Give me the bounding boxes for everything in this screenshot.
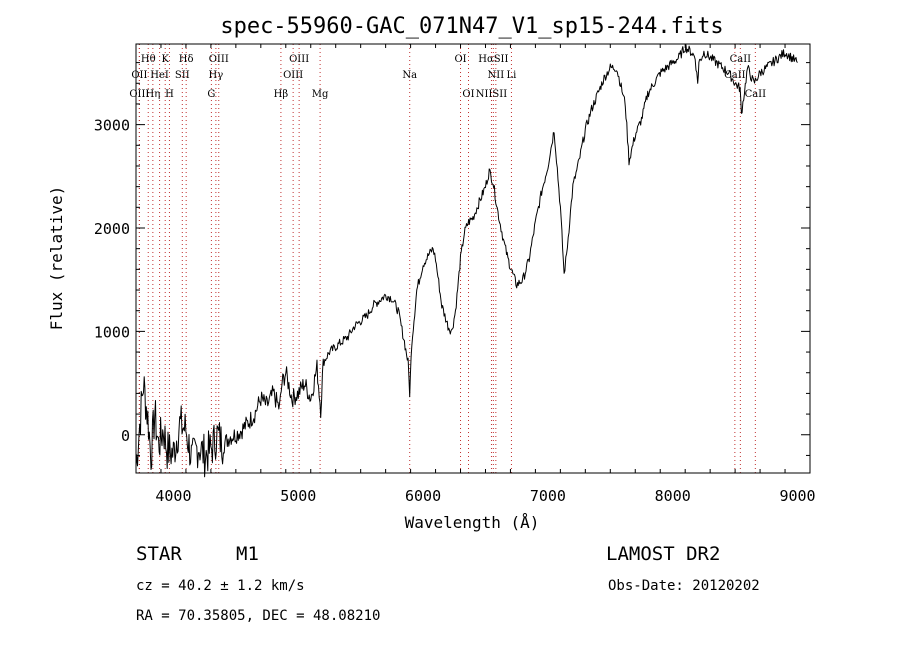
object-subclass: M1: [236, 543, 259, 565]
spectral-line-label: G: [207, 89, 215, 100]
y-axis: 0 1000 2000 3000: [94, 62, 810, 456]
spectral-line-label: OI: [462, 89, 474, 100]
spectral-line-label: Hδ: [179, 54, 194, 65]
spectral-line-label: OIII: [283, 70, 303, 81]
spectral-line-label: CaII: [730, 54, 752, 65]
spectral-line-markers: [138, 44, 756, 473]
spectral-line-label: NII: [488, 70, 505, 81]
x-tick-label: 6000: [405, 487, 441, 505]
info-block: STAR M1 cz = 40.2 ± 1.2 km/s RA = 70.358…: [136, 543, 760, 624]
spectral-line-label: Hγ: [209, 70, 224, 81]
spectral-line-label: OIII: [209, 54, 229, 65]
x-tick-label: 8000: [655, 487, 691, 505]
spectral-line-labels: Hθ K Hδ OIII OIII OI HαSII CaII OII HeI SII Hγ OIII N…: [129, 54, 766, 100]
spectral-line-label: Hβ: [274, 89, 289, 100]
x-axis: 4000 5000 6000 7000 8000 9000: [135, 44, 816, 505]
chart-title: spec-55960-GAC_071N47_V1_sp15-244.fits: [220, 14, 723, 39]
spectral-line-label: Hη: [145, 89, 160, 100]
observation-date: Obs-Date: 20120202: [608, 578, 760, 594]
spectral-line-label: HeI: [150, 70, 169, 81]
spectral-line-label: Mg: [312, 89, 329, 100]
y-axis-title: Flux (relative): [47, 186, 66, 331]
spectral-line-label: OI: [454, 54, 466, 65]
spectral-line-label: K: [161, 54, 169, 65]
object-class: STAR: [136, 543, 182, 565]
survey-name: LAMOST DR2: [606, 543, 720, 565]
x-tick-label: 9000: [779, 487, 815, 505]
x-axis-title: Wavelength (Å): [405, 513, 540, 532]
sky-coordinates: RA = 70.35805, DEC = 48.08210: [136, 608, 380, 624]
y-tick-label: 0: [121, 427, 130, 445]
spectral-line-label: OII: [131, 70, 147, 81]
y-tick-label: 3000: [94, 117, 130, 135]
spectral-line-label: Hθ: [141, 54, 156, 65]
spectral-line-label: CaII: [745, 89, 767, 100]
spectral-line-label: HαSII: [478, 54, 508, 65]
flux-series-line: [135, 44, 798, 478]
spectral-line-label: H: [165, 89, 174, 100]
y-tick-label: 1000: [94, 323, 130, 341]
spectral-line-label: CaII: [724, 70, 746, 81]
spectral-line-label: OIII: [129, 89, 149, 100]
x-tick-label: 4000: [155, 487, 191, 505]
spectral-line-label: Na: [402, 70, 417, 81]
spectral-line-label: OIII: [289, 54, 309, 65]
y-tick-label: 2000: [94, 220, 130, 238]
redshift-velocity: cz = 40.2 ± 1.2 km/s: [136, 578, 305, 594]
plot-frame: [135, 43, 811, 474]
spectral-line-label: Li: [507, 70, 517, 81]
x-tick-label: 5000: [280, 487, 316, 505]
x-tick-label: 7000: [530, 487, 566, 505]
spectral-line-label: SII: [175, 70, 190, 81]
spectral-line-label: NIISII: [476, 89, 507, 100]
